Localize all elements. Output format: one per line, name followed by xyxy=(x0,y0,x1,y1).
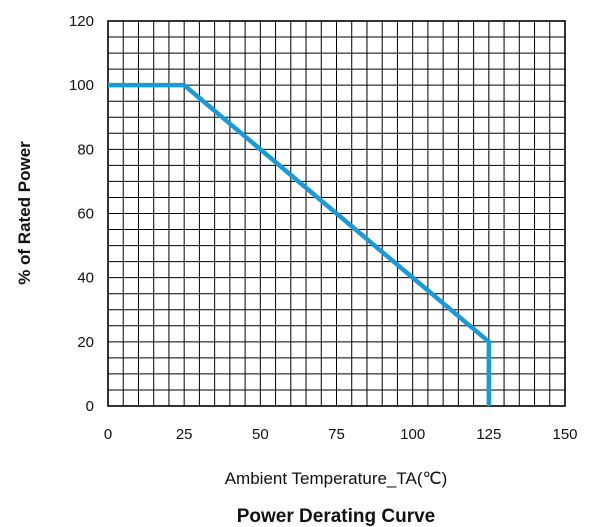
chart-title: Power Derating Curve xyxy=(237,506,436,527)
grid-minor xyxy=(108,21,565,406)
x-tick-label: 100 xyxy=(400,426,425,443)
x-tick-label: 0 xyxy=(104,426,112,443)
y-tick-label: 40 xyxy=(77,270,94,287)
x-tick-label: 125 xyxy=(476,426,501,443)
x-tick-label: 150 xyxy=(552,426,577,443)
derating-curve-line xyxy=(108,82,492,406)
y-tick-labels: 0 20 40 60 80 100 120 xyxy=(69,13,94,415)
x-tick-label: 50 xyxy=(252,426,269,443)
plot-frame xyxy=(107,20,566,407)
y-tick-label: 100 xyxy=(69,77,94,94)
x-tick-labels: 0 25 50 75 100 125 150 xyxy=(104,426,578,443)
y-tick-label: 120 xyxy=(69,13,94,30)
y-tick-label: 0 xyxy=(86,398,94,415)
y-tick-label: 60 xyxy=(77,206,94,223)
y-axis-title: % of Rated Power xyxy=(15,141,34,285)
y-tick-label: 80 xyxy=(77,141,94,158)
series-layer xyxy=(107,82,492,407)
x-axis-title: Ambient Temperature_TA(℃) xyxy=(225,469,448,488)
x-tick-label: 25 xyxy=(176,426,193,443)
y-tick-label: 20 xyxy=(77,334,94,351)
x-tick-label: 75 xyxy=(328,426,345,443)
